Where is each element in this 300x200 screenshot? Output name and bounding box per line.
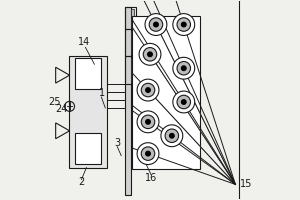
Bar bbox=[125, 7, 136, 29]
Circle shape bbox=[146, 88, 150, 92]
Circle shape bbox=[143, 48, 157, 61]
Circle shape bbox=[141, 83, 155, 97]
Circle shape bbox=[146, 119, 150, 124]
Circle shape bbox=[139, 43, 161, 65]
Bar bbox=[125, 29, 139, 56]
Circle shape bbox=[177, 61, 190, 75]
Circle shape bbox=[173, 57, 195, 79]
Circle shape bbox=[146, 151, 150, 156]
Circle shape bbox=[173, 91, 195, 113]
Circle shape bbox=[137, 143, 159, 165]
Text: 16: 16 bbox=[145, 173, 157, 183]
Circle shape bbox=[182, 22, 186, 27]
Circle shape bbox=[145, 14, 167, 35]
Text: 1: 1 bbox=[99, 88, 105, 98]
Circle shape bbox=[169, 133, 174, 138]
Circle shape bbox=[161, 125, 183, 147]
Circle shape bbox=[141, 147, 155, 160]
Bar bbox=[132, 16, 200, 169]
Circle shape bbox=[182, 100, 186, 104]
Text: 15: 15 bbox=[240, 179, 253, 189]
Bar bbox=[74, 133, 101, 164]
Circle shape bbox=[148, 52, 152, 57]
Circle shape bbox=[182, 66, 186, 71]
Circle shape bbox=[137, 79, 159, 101]
Text: 25: 25 bbox=[48, 97, 61, 107]
Bar bbox=[131, 58, 140, 82]
Circle shape bbox=[173, 14, 195, 35]
Text: 2: 2 bbox=[78, 177, 85, 187]
Text: 3: 3 bbox=[114, 138, 120, 148]
Circle shape bbox=[149, 18, 163, 31]
Bar bbox=[74, 58, 101, 89]
Circle shape bbox=[141, 115, 155, 129]
Circle shape bbox=[177, 95, 190, 109]
Text: 24: 24 bbox=[56, 104, 68, 114]
Circle shape bbox=[154, 22, 158, 27]
Circle shape bbox=[137, 111, 159, 133]
Circle shape bbox=[165, 129, 178, 143]
Circle shape bbox=[177, 18, 190, 31]
Bar bbox=[125, 56, 142, 84]
Bar bbox=[69, 56, 107, 168]
Bar bbox=[131, 31, 137, 54]
Bar bbox=[131, 9, 134, 28]
Bar bbox=[125, 7, 131, 195]
Text: 14: 14 bbox=[78, 37, 91, 47]
